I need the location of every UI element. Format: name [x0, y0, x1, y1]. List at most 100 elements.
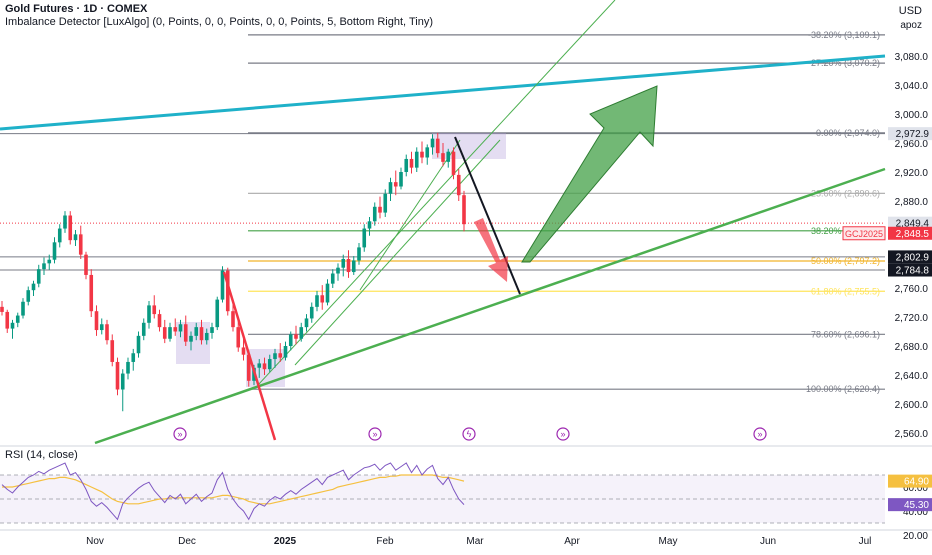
candle-body [157, 314, 162, 328]
candle-body [131, 353, 136, 362]
price-tag-label: 2,802.9 [896, 252, 930, 263]
fib-label: 100.00% (2,620.4) [806, 384, 880, 394]
cyan-trendline [0, 54, 886, 131]
x-tick-label: 2025 [274, 536, 297, 547]
candle-body [105, 324, 109, 341]
price-tag [888, 263, 932, 277]
candle-body [115, 361, 120, 390]
candle-body [21, 301, 25, 316]
candle-body [294, 334, 298, 339]
x-tick-label: Jun [760, 536, 776, 547]
event-icon [556, 427, 570, 441]
candle-body [241, 347, 246, 355]
price-tag [888, 216, 932, 230]
candle-body [199, 327, 204, 341]
candle-body [10, 322, 15, 329]
rsi-legend: RSI (14, close) [5, 449, 78, 461]
rsi-tick-label: 60.00 [903, 483, 928, 494]
fib-label: 78.60% (2,696.1) [811, 329, 880, 339]
candle-body [288, 334, 293, 346]
candle-body [178, 324, 183, 332]
y-tick-label: 2,720.0 [895, 313, 929, 324]
y-tick-label: 3,040.0 [895, 81, 929, 92]
y-tick-label: 2,880.0 [895, 197, 929, 208]
candle-body [162, 327, 167, 339]
y-tick-label: 2,920.0 [895, 168, 929, 179]
rsi-value-label: 64.90 [904, 477, 929, 488]
candle-body [189, 335, 193, 342]
black-trend-drawing [454, 136, 521, 295]
candle-body [362, 228, 367, 248]
rsi-tick-label: 20.00 [903, 531, 928, 542]
candle-body [430, 138, 435, 148]
red-trend-drawing [222, 271, 277, 441]
candle-body [414, 151, 419, 168]
event-icon-glyph: » [560, 429, 565, 439]
candle-body [136, 335, 141, 354]
candle-body [378, 206, 382, 213]
event-icon [173, 427, 187, 441]
candle-body [330, 273, 335, 284]
candle-body [346, 259, 351, 273]
x-tick-label: Feb [376, 536, 394, 547]
candle-body [225, 270, 230, 312]
price-tag [888, 127, 932, 141]
event-icon-glyph: » [177, 429, 182, 439]
y-tick-label: 2,600.0 [895, 400, 929, 411]
currency-label[interactable]: USD [898, 5, 922, 17]
candle-body [152, 305, 157, 315]
candle-body [435, 138, 440, 154]
candle-body [15, 315, 20, 323]
candle-body [425, 147, 430, 158]
candle-body [456, 174, 461, 196]
candle-body [173, 327, 178, 332]
lightning-icon-glyph: ϟ [467, 429, 472, 439]
rsi-value-tag [888, 498, 932, 512]
rsi-value-tag [888, 474, 932, 488]
symbol-title: Gold Futures · 1D · COMEX [5, 3, 148, 15]
candle-body [462, 195, 466, 225]
y-tick-label: 2,640.0 [895, 371, 929, 382]
candle-body [36, 269, 41, 284]
fib-label: 0.00% (2,974.0) [816, 128, 880, 138]
candle-body [210, 327, 214, 333]
y-tick-label: 2,560.0 [895, 429, 929, 440]
candle-body [304, 318, 309, 328]
green-arrow [521, 85, 658, 263]
candle-body [94, 311, 99, 331]
candle-body [147, 305, 151, 323]
y-tick-label: 2,680.0 [895, 342, 929, 353]
x-tick-label: May [659, 536, 678, 547]
candle-body [273, 353, 277, 360]
fib-label: 23.60% (2,890.6) [811, 188, 880, 198]
rsi-ma-line [2, 474, 465, 505]
candle-body [63, 215, 67, 229]
candle-body [420, 151, 424, 158]
candle-body [257, 363, 262, 368]
candle-body [278, 353, 283, 358]
candle-body [409, 158, 414, 168]
candle-body [42, 263, 46, 270]
candle-body [351, 260, 356, 273]
candle-body [388, 182, 393, 194]
rsi-tick-label: 40.00 [903, 507, 928, 518]
x-tick-label: Apr [564, 536, 580, 547]
candle-body [73, 234, 78, 241]
candle-body [341, 259, 346, 268]
thin-green-line [294, 139, 501, 366]
candle-body [246, 354, 251, 381]
x-tick-label: Jul [859, 536, 872, 547]
symbol-tag-label: GCJ2025 [845, 229, 883, 239]
y-tick-label: 3,000.0 [895, 110, 929, 121]
fib-label: -38.20% (3,109.1) [808, 30, 880, 40]
candle-body [325, 283, 330, 303]
candle-body [141, 322, 146, 336]
fib-label: -27.20% (3,070.2) [808, 58, 880, 68]
candle-body [283, 346, 288, 358]
candle-body [47, 259, 52, 264]
candle-body [393, 182, 398, 187]
candle-body [372, 206, 377, 222]
candle-body [309, 306, 314, 319]
